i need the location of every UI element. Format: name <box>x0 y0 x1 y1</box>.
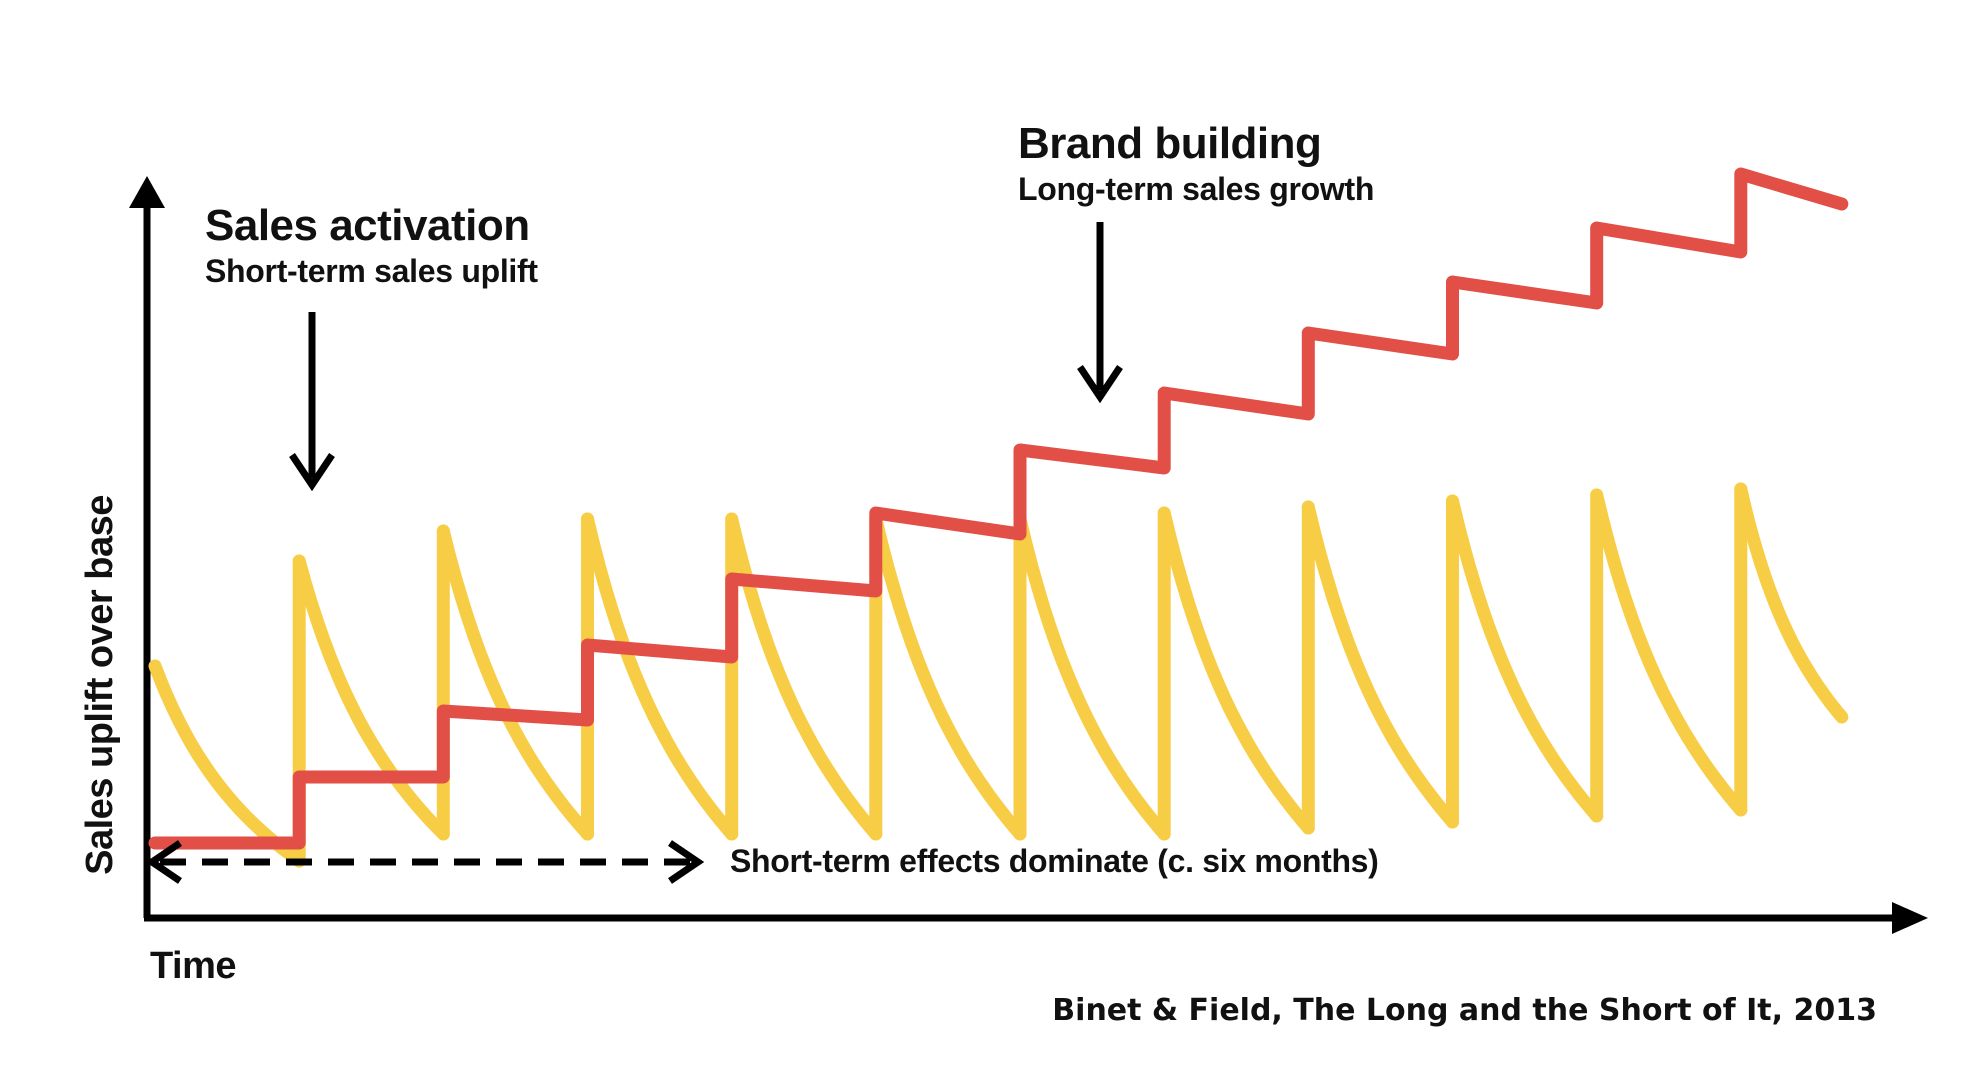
sales-activation-pulse <box>1013 512 1171 841</box>
source-citation: Binet & Field, The Long and the Short of… <box>1052 993 1877 1028</box>
sales-activation-pulse <box>1446 494 1604 823</box>
sales-activation-pulse <box>1301 500 1459 829</box>
sales-activation-title: Sales activation <box>205 201 530 250</box>
sales-activation-pulse <box>581 512 739 841</box>
sales-activation-pulse <box>292 554 450 841</box>
arrow-down-icon <box>289 312 335 492</box>
sales-activation-pulse <box>1590 488 1748 817</box>
x-axis-label: Time <box>150 945 236 987</box>
sales-activation-pulse <box>1734 482 1849 724</box>
sales-activation-pulse <box>869 512 1027 841</box>
brand-building-subtitle: Long-term sales growth <box>1018 171 1374 207</box>
sales-activation-pulse <box>1157 506 1315 835</box>
sales-activation-pulse <box>725 512 883 841</box>
arrow-right-icon <box>1892 902 1928 934</box>
arrow-down-icon <box>1077 222 1123 404</box>
short-term-note: Short-term effects dominate (c. six mont… <box>730 843 1379 879</box>
arrow-up-icon <box>129 176 165 208</box>
brand-building-title: Brand building <box>1018 119 1321 168</box>
double-arrow-icon <box>145 840 705 884</box>
sales-activation-pulse <box>436 524 594 841</box>
y-axis-label: Sales uplift over base <box>79 495 121 875</box>
sales-activation-subtitle: Short-term sales uplift <box>205 253 538 289</box>
brand-building-series <box>148 167 1849 850</box>
brand-building-line <box>148 167 1849 850</box>
sales-activation-series <box>148 482 1849 868</box>
sales-activation-pulse <box>148 659 306 868</box>
